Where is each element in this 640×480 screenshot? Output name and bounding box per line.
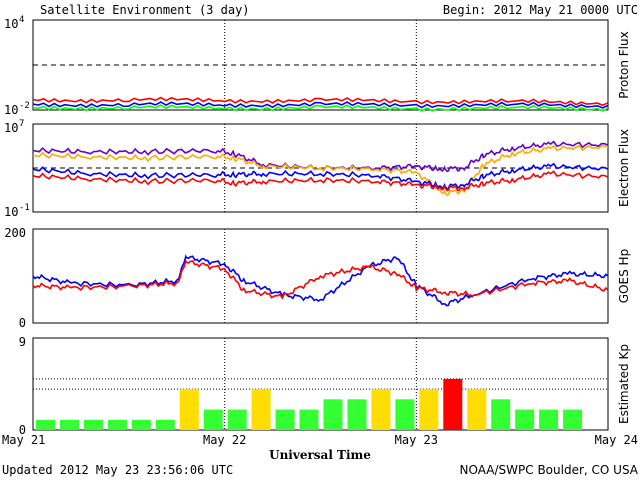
kp-bar — [60, 419, 79, 430]
kp-bar — [563, 409, 583, 430]
y-tick-label: 7 — [19, 119, 24, 129]
kp-bar — [227, 409, 247, 430]
series-line-red — [32, 96, 609, 107]
kp-bar — [443, 378, 463, 430]
kp-bar — [107, 419, 127, 430]
kp-bar — [299, 409, 319, 430]
kp-bar — [203, 409, 223, 430]
series-line-blue — [32, 101, 609, 109]
kp-bar — [491, 399, 511, 430]
y-axis-label: GOES Hp — [617, 249, 631, 303]
y-tick-label: 4 — [19, 15, 24, 25]
kp-bar — [36, 419, 55, 430]
kp-bar — [323, 399, 343, 430]
kp-bar — [395, 399, 415, 430]
y-axis-label: Electron Flux — [617, 129, 631, 207]
kp-bar — [467, 389, 487, 430]
kp-bar — [371, 389, 391, 430]
x-tick-label: May 23 — [395, 433, 438, 447]
panel-frame — [32, 337, 609, 431]
y-tick-label: 200 — [4, 226, 26, 240]
source-credit: NOAA/SWPC Boulder, CO USA — [460, 463, 639, 477]
kp-bar — [347, 399, 367, 430]
chart-title: Satellite Environment (3 day) — [40, 3, 250, 17]
kp-bar — [155, 419, 175, 430]
kp-bar — [131, 419, 151, 430]
begin-date: Begin: 2012 May 21 0000 UTC — [443, 3, 638, 17]
series-line-blue — [32, 162, 609, 190]
series-line-green — [32, 104, 609, 112]
kp-bar — [539, 409, 559, 430]
kp-bar — [83, 419, 103, 430]
series-line-red — [32, 258, 609, 300]
x-tick-label: May 22 — [203, 433, 246, 447]
kp-bar — [179, 389, 199, 430]
kp-bar — [515, 409, 535, 430]
y-tick-label: 9 — [19, 335, 26, 349]
series-line-purple — [32, 140, 609, 173]
y-tick-label: 10 — [4, 103, 18, 117]
y-tick-label: 0 — [19, 423, 26, 437]
x-axis-label: Universal Time — [269, 448, 371, 462]
updated-timestamp: Updated 2012 May 23 23:56:06 UTC — [2, 463, 233, 477]
kp-bar — [275, 409, 295, 430]
y-tick-label: -2 — [19, 101, 30, 111]
kp-bar — [251, 389, 271, 430]
x-tick-label: May 21 — [2, 433, 45, 447]
y-tick-label: -1 — [19, 203, 30, 213]
series-line-blue — [32, 254, 609, 307]
series-line-red — [32, 170, 609, 192]
y-tick-label: 10 — [4, 17, 18, 31]
y-tick-label: 0 — [19, 316, 26, 330]
y-axis-label: Proton Flux — [617, 31, 631, 98]
kp-bar — [419, 389, 439, 430]
x-tick-label: May 24 — [595, 433, 638, 447]
y-axis-label: Estimated Kp — [617, 344, 631, 424]
y-tick-label: 10 — [4, 205, 18, 219]
y-tick-label: 10 — [4, 121, 18, 135]
series-line-orange — [32, 144, 609, 197]
